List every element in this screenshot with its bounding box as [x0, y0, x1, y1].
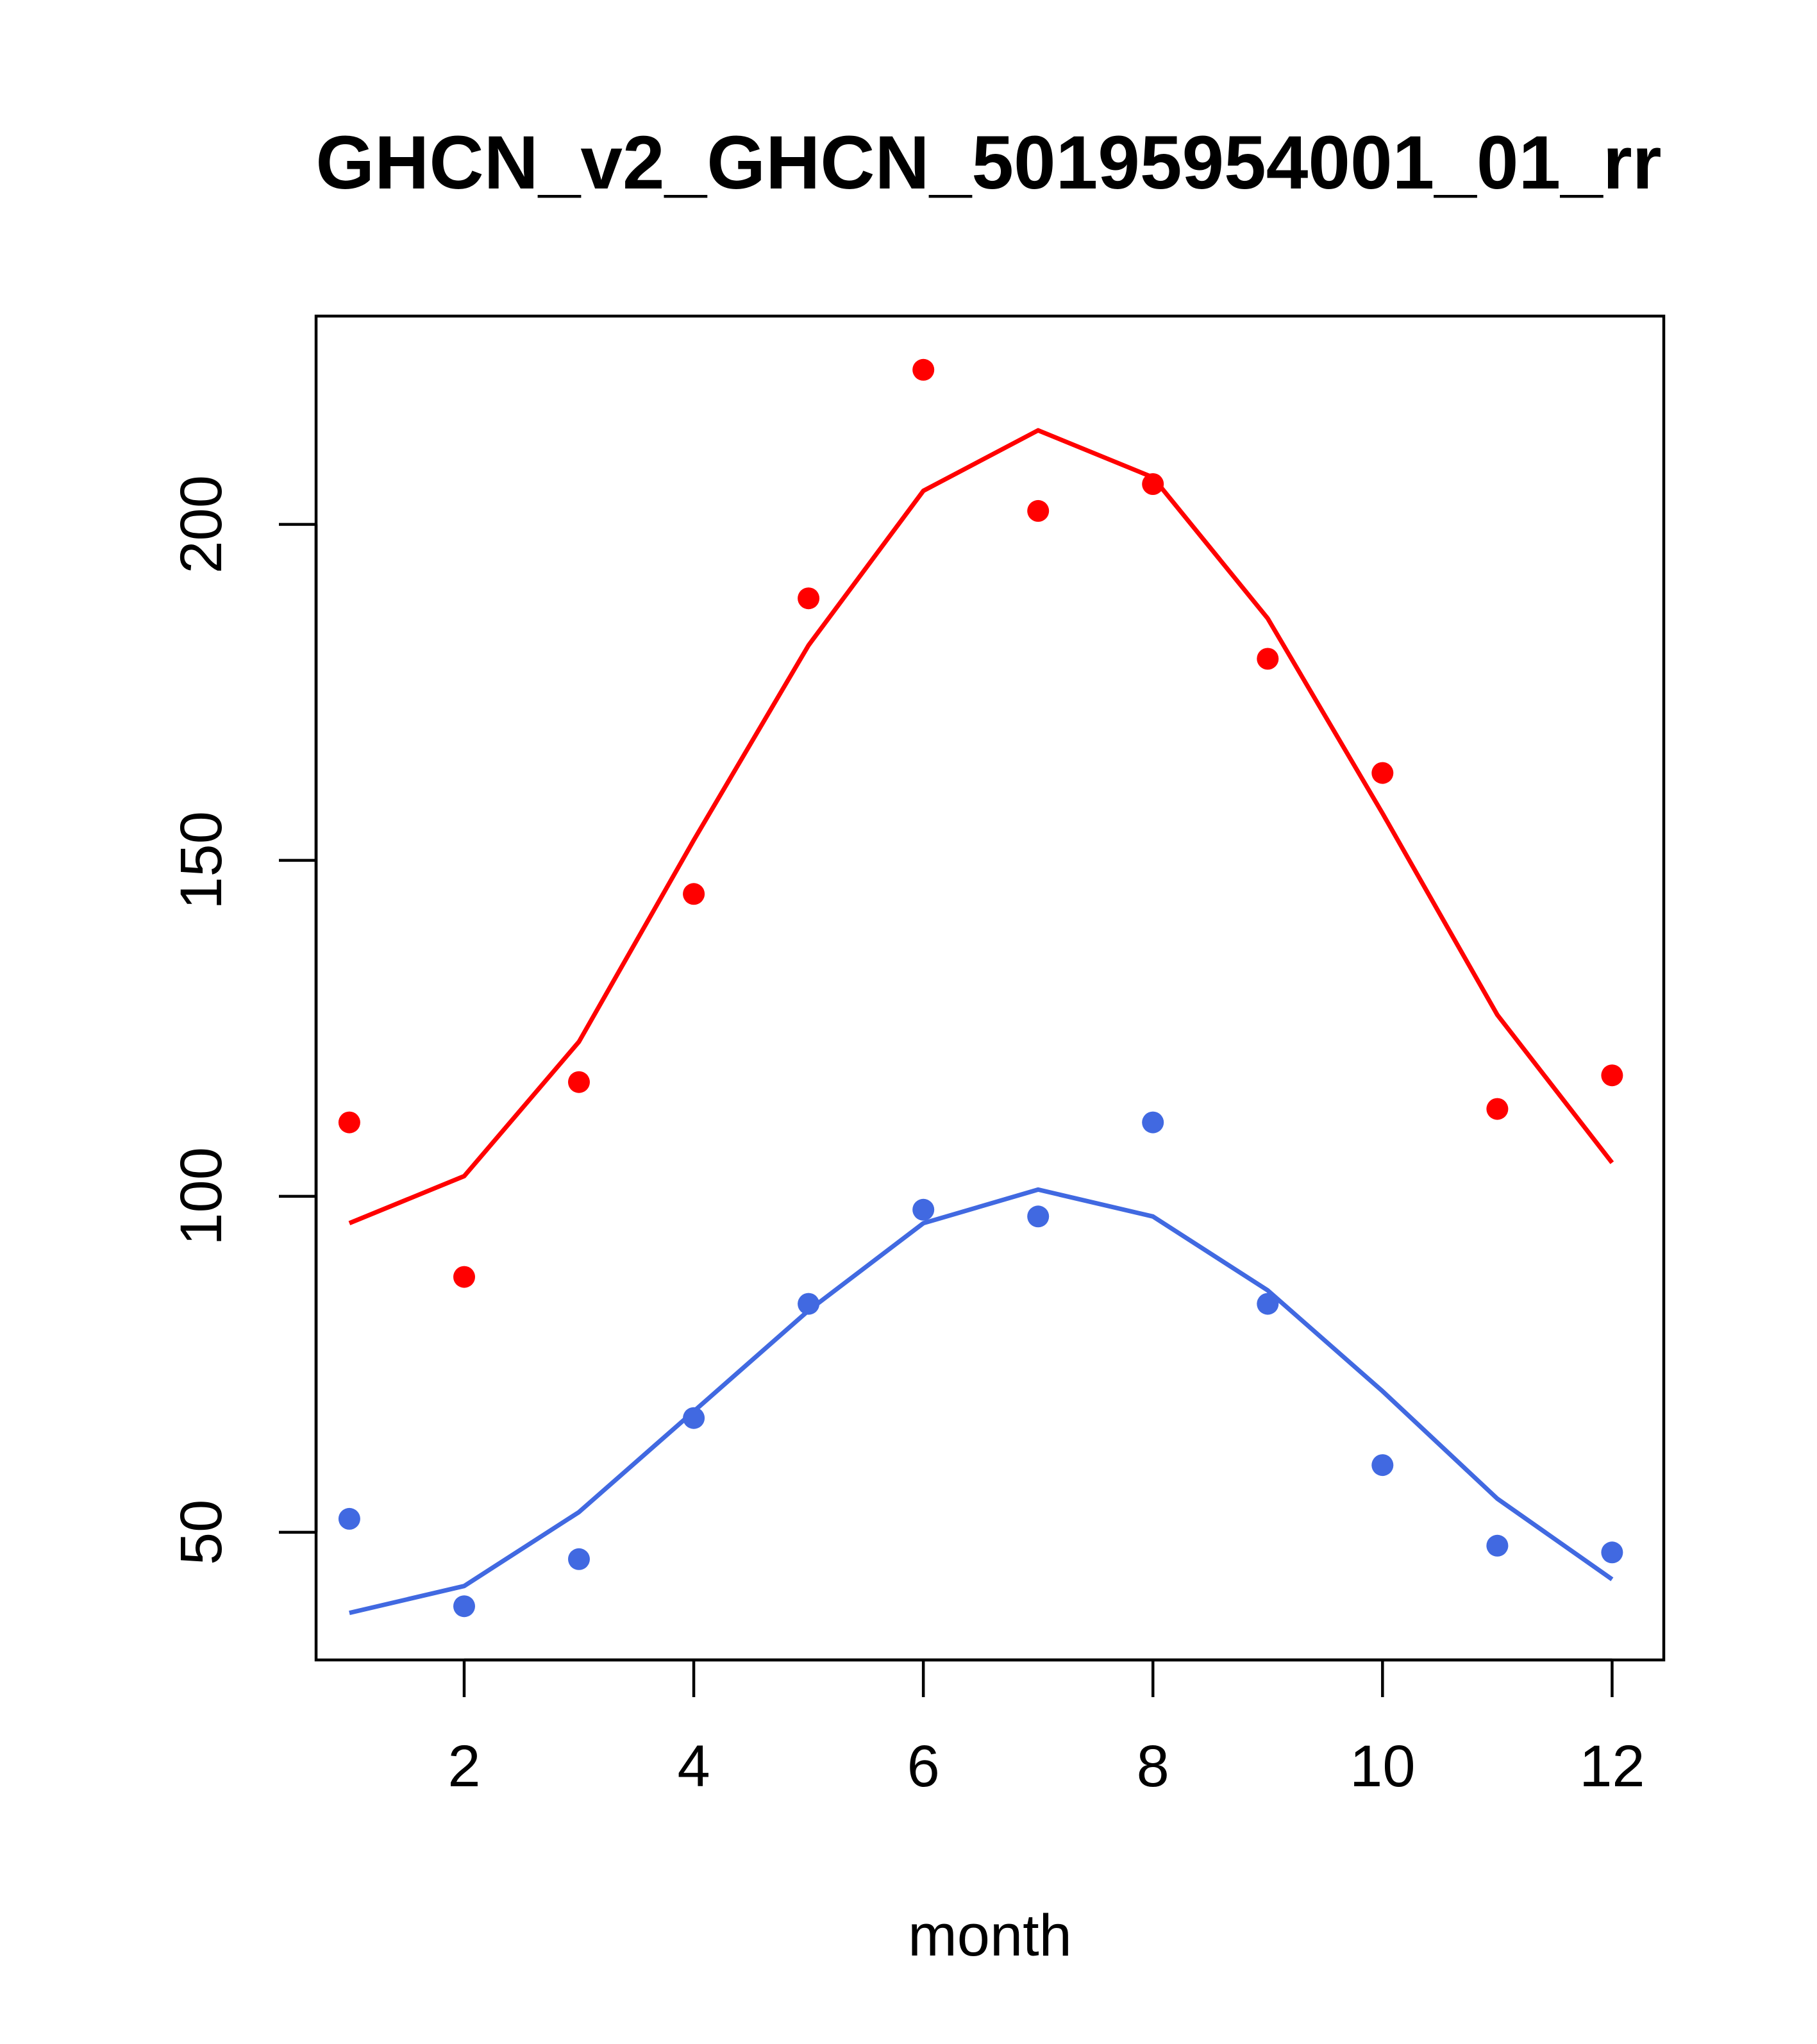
data-point — [798, 587, 820, 610]
y-tick-label: 150 — [169, 811, 234, 910]
data-point — [1257, 1293, 1279, 1315]
data-point — [912, 1198, 935, 1221]
x-tick-label: 2 — [448, 1734, 480, 1799]
data-point — [1027, 499, 1050, 522]
data-point — [1486, 1098, 1509, 1120]
x-tick-label: 10 — [1350, 1734, 1415, 1799]
data-point — [1142, 1111, 1164, 1134]
data-point — [1371, 762, 1394, 784]
series-layer — [338, 358, 1623, 1618]
data-point — [1486, 1534, 1509, 1557]
data-point — [453, 1595, 475, 1618]
data-point — [338, 1111, 360, 1134]
data-point — [1601, 1064, 1623, 1087]
chart-title: GHCN_v2_GHCN_50195954001_01_rr — [315, 121, 1661, 205]
data-point — [798, 1293, 820, 1315]
series-1 — [338, 1111, 1623, 1618]
x-tick-label: 4 — [677, 1734, 710, 1799]
data-point — [683, 1407, 705, 1429]
y-tick-label: 100 — [169, 1147, 234, 1246]
data-point — [1371, 1454, 1394, 1477]
x-axis-label: month — [908, 1903, 1072, 1968]
data-point — [1142, 473, 1164, 495]
data-point — [683, 883, 705, 905]
x-tick-label: 12 — [1579, 1734, 1645, 1799]
data-point — [1601, 1541, 1623, 1564]
data-point — [338, 1507, 360, 1530]
x-axis: 2 4 6 8 10 12 — [448, 1658, 1645, 1799]
y-tick-label: 200 — [169, 475, 234, 574]
series-line — [349, 1187, 1614, 1616]
x-tick-label: 6 — [907, 1734, 940, 1799]
y-tick-label: 50 — [169, 1500, 234, 1565]
data-point — [568, 1548, 590, 1570]
plot-frame — [314, 314, 1666, 1662]
y-axis: 50 100 150 200 — [169, 475, 318, 1565]
x-tick-label: 8 — [1137, 1734, 1169, 1799]
data-point — [1257, 648, 1279, 670]
data-point — [912, 358, 935, 381]
data-point — [568, 1071, 590, 1093]
series-0 — [338, 358, 1623, 1288]
data-point — [1027, 1205, 1050, 1228]
series-line — [348, 428, 1614, 1226]
data-point — [453, 1266, 475, 1288]
